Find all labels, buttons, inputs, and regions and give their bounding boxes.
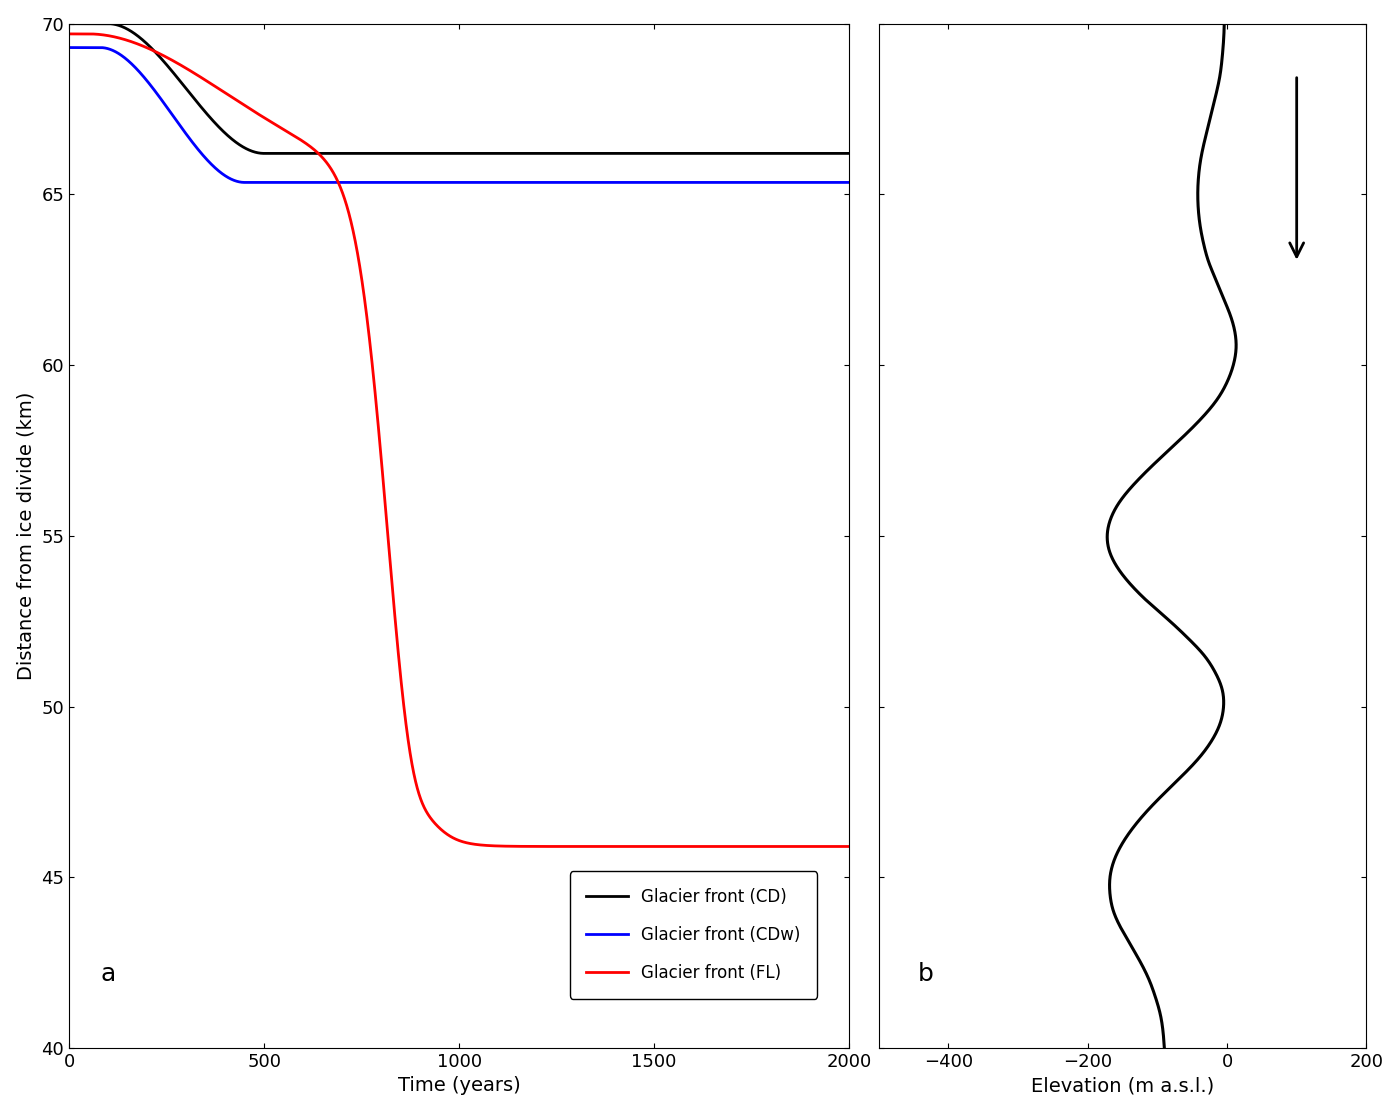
Legend: Glacier front (CD), Glacier front (CDw), Glacier front (FL): Glacier front (CD), Glacier front (CDw),… (570, 872, 818, 999)
Text: b: b (918, 963, 934, 986)
X-axis label: Elevation (m a.s.l.): Elevation (m a.s.l.) (1030, 1076, 1214, 1095)
X-axis label: Time (years): Time (years) (398, 1076, 521, 1095)
Y-axis label: Distance from ice divide (km): Distance from ice divide (km) (17, 391, 35, 679)
Text: a: a (101, 963, 116, 986)
